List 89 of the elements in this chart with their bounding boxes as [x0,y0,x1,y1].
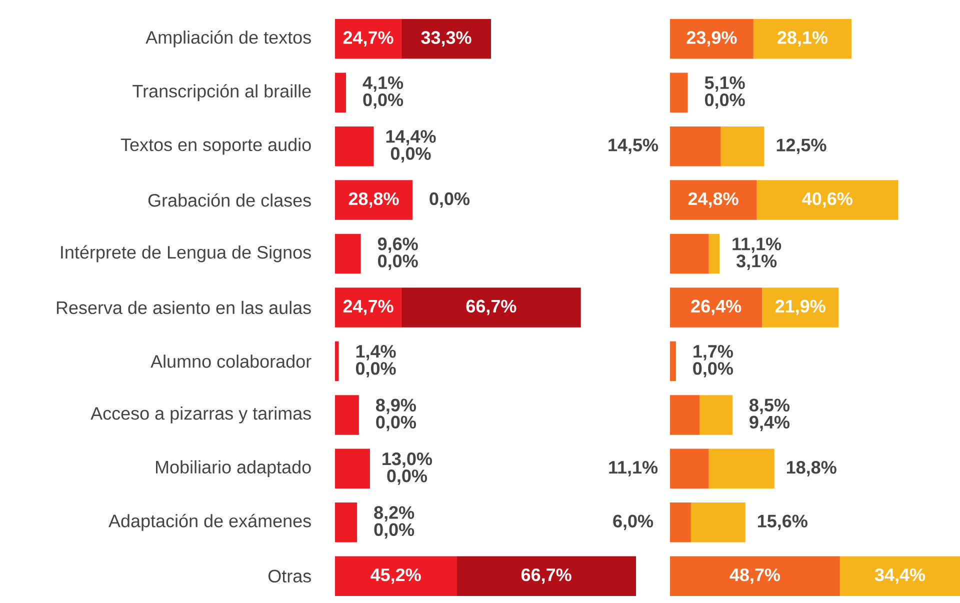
data-label: 8,9% [376,398,416,414]
data-label: 48,7% [730,568,780,584]
bar [762,288,839,328]
data-label: 8,2% [374,506,414,522]
bar [690,502,746,542]
data-label: 0,0% [430,192,470,208]
y-tick-label: Acceso a pizarras y tarimas [90,406,311,424]
y-tick-label: Adaptación de exámenes [108,514,311,531]
data-label: 66,7% [521,568,572,584]
y-tick-label: Mobiliario adaptado [156,460,311,478]
data-label: 0,0% [363,93,404,109]
bar [720,126,764,166]
data-label: 1,4% [356,345,396,360]
bar [670,180,757,220]
data-label: 11,1% [732,238,782,253]
data-label: 9,4% [750,416,790,432]
bar [335,556,457,596]
data-label: 0,0% [376,416,416,432]
data-label: 45,2% [370,568,421,584]
data-label: 0,0% [693,362,733,378]
y-tick-label: Textos en soporte audio [120,138,311,155]
data-label: 14,4% [386,130,436,146]
bar [335,448,370,489]
data-label: 13,0% [382,452,432,468]
bar [335,72,346,112]
data-label: 3,1% [736,254,777,270]
data-label: 24,7% [343,31,394,47]
data-label: 26,4% [691,300,742,316]
bar [670,126,721,166]
data-label: 5,1% [704,76,745,92]
data-label: 1,7% [694,345,733,360]
data-label: 24,8% [688,192,738,208]
bar [335,288,402,328]
data-label: 11,1% [609,461,658,476]
y-tick-label: Transcripción al braille [132,84,311,102]
bar [670,448,709,489]
data-label: 14,5% [608,138,658,154]
y-tick-label: Intérprete de Lengua de Signos [61,245,311,262]
data-label: 8,5% [750,398,790,414]
data-label: 40,6% [802,192,852,208]
data-label: 12,5% [776,138,826,154]
data-label: 4,1% [362,76,404,92]
data-label: 0,0% [378,254,418,270]
bar [456,556,636,596]
bar [670,288,762,328]
data-label: 0,0% [374,523,414,539]
data-label: 24,7% [343,300,394,316]
bar [670,18,754,59]
data-label: 0,0% [356,362,396,378]
bar [335,341,339,382]
bar [700,395,732,435]
bar [708,448,774,489]
bar [335,126,374,166]
bar [753,18,852,59]
bar [335,234,361,274]
data-label: 6,0% [613,514,654,530]
data-label: 28,8% [348,192,399,208]
data-label: 23,9% [686,31,737,47]
bar [401,18,492,59]
bar [335,180,412,220]
bar [335,502,358,542]
bar [670,234,709,274]
data-label: 34,4% [874,568,926,584]
bar [670,556,840,596]
y-tick-label: Otras [268,570,311,582]
data-label: 15,6% [758,514,808,530]
bar [708,234,720,274]
bar [670,395,700,435]
data-label: 18,8% [786,460,836,476]
bar [840,556,960,596]
data-label: 33,3% [421,31,472,47]
y-tick-label: Reserva de asiento en las aulas [56,300,311,314]
bar [756,180,898,220]
y-tick-label: Alumno colaborador [150,354,312,368]
data-label: 21,9% [775,300,826,316]
y-tick-label: Grabación de clases [148,193,311,207]
bar [401,288,581,328]
bar [670,72,688,112]
data-label: 28,1% [778,31,828,47]
data-label: 9,6% [378,238,418,253]
data-label: 0,0% [387,470,428,485]
y-tick-label: Ampliación de textos [146,30,311,48]
bar [335,395,359,435]
data-label: 66,7% [466,300,516,316]
data-label: 0,0% [705,93,745,109]
data-label: 0,0% [390,147,431,163]
bar [670,502,691,542]
bar [670,341,676,382]
bar [335,18,402,59]
